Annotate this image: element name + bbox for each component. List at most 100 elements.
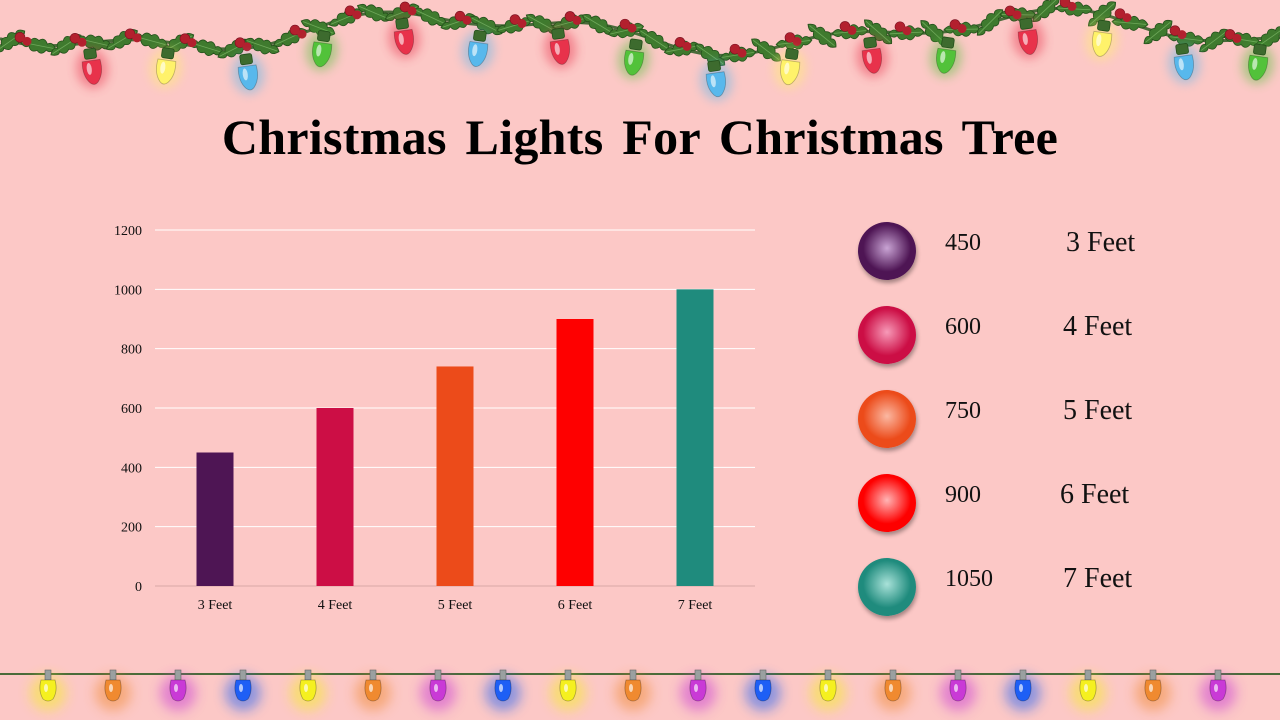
garland-bulb [149,47,182,89]
string-light-bulb [225,669,261,711]
y-axis-tick-labels: 0 200 400 600 800 1000 1200 [114,224,142,595]
y-tick-label: 200 [121,521,142,536]
string-light-bulb [680,669,716,711]
holly-berry [682,41,692,51]
string-light-bulb [940,669,976,711]
holly-berry [352,10,362,20]
bar-4-feet [316,408,354,586]
legend-value: 450 [945,230,981,256]
x-tick-label: 3 Feet [198,598,233,613]
holly-berry [517,19,527,29]
y-tick-label: 400 [121,461,142,476]
x-tick-label: 5 Feet [438,598,473,613]
string-light-bulb [1200,669,1236,711]
garland-bulb [773,48,806,89]
legend-ornament-ball [858,306,916,364]
holly-berry [572,15,582,25]
holly-berry [627,23,637,33]
string-light-bulb [160,669,196,711]
y-tick-label: 1000 [114,283,142,298]
holly-berry [1067,1,1077,11]
garland-bulb [1012,17,1045,59]
garland-bulb [1168,43,1201,84]
garland-bulb [76,47,109,89]
string-light-bulb [1070,669,1106,711]
garland-bulb [544,27,577,69]
holly-garland-decoration [0,0,1280,101]
legend-label: 5 Feet [1063,395,1133,426]
holly-berry [22,36,32,46]
legend-value: 600 [945,314,981,340]
holly-berry [1122,13,1132,23]
holly-berry [132,33,142,43]
slide-title: Christmas Lights For Christmas Tree [221,109,1059,165]
garland-bulb [388,17,421,59]
string-light-bulb [355,669,391,711]
string-light-bulb [875,669,911,711]
holly-berry [1012,10,1022,20]
string-light-bulb [745,669,781,711]
holly-berry [187,38,197,48]
legend-ornament-ball [858,474,916,532]
chart-bars [196,289,714,586]
legend-item: 1050 7 Feet [856,558,1216,620]
holly-berry [77,37,87,47]
x-tick-label: 4 Feet [318,598,353,613]
holly-leaf [244,37,280,55]
bottom-string-lights-decoration [0,669,1280,711]
holly-leaf [469,15,503,36]
legend-label: 3 Feet [1066,227,1136,258]
string-light-bulb [290,669,326,711]
holly-berry [737,48,747,58]
x-axis-tick-labels: 3 Feet 4 Feet 5 Feet 6 Feet 7 Feet [198,598,713,613]
x-tick-label: 7 Feet [678,598,713,613]
holly-berry [242,42,252,52]
holly-berry [902,26,912,36]
string-light-bulb [30,669,66,711]
holly-leaf [807,23,837,48]
holly-berry [462,15,472,25]
legend-item: 750 5 Feet [856,390,1216,452]
string-light-bulb [420,669,456,711]
x-tick-label: 6 Feet [558,598,593,613]
legend-ornament-ball [858,558,916,616]
legend-item: 900 6 Feet [856,474,1216,536]
legend-label: 4 Feet [1063,311,1133,342]
string-light-bulb [810,669,846,711]
bar-3-feet [196,452,234,586]
legend-item: 450 3 Feet [856,222,1216,284]
string-light-bulb [1135,669,1171,711]
y-tick-label: 0 [135,580,142,595]
legend-ornament-ball [858,222,916,280]
string-light-bulb [485,669,521,711]
y-tick-label: 1200 [114,224,142,239]
string-light-bulb [1005,669,1041,711]
garland-bulb [305,30,338,71]
string-light-bulb [550,669,586,711]
holly-berry [297,29,307,39]
garland-bulb [929,36,962,78]
string-light-bulb [615,669,651,711]
legend-value: 750 [945,398,981,424]
garland-bulb [1085,19,1118,61]
holly-leaf [1254,26,1280,50]
holly-berry [1177,30,1187,40]
legend-value: 900 [945,482,981,508]
garland-bulb [856,36,889,78]
legend-label: 6 Feet [1060,479,1130,510]
garland-bulb [232,53,265,94]
legend-ornament-ball [858,390,916,448]
holly-leaf [1143,19,1173,45]
garland-bulb [1241,43,1274,85]
garland-bulb [461,29,494,71]
legend-label: 7 Feet [1063,563,1133,594]
y-tick-label: 800 [121,343,142,358]
legend-item: 600 4 Feet [856,306,1216,368]
holly-berry [792,37,802,47]
string-light-bulb [95,669,131,711]
holly-berry [1232,33,1242,43]
bar-6-feet [556,319,594,586]
holly-leaf [976,9,1004,36]
y-tick-label: 600 [121,402,142,417]
